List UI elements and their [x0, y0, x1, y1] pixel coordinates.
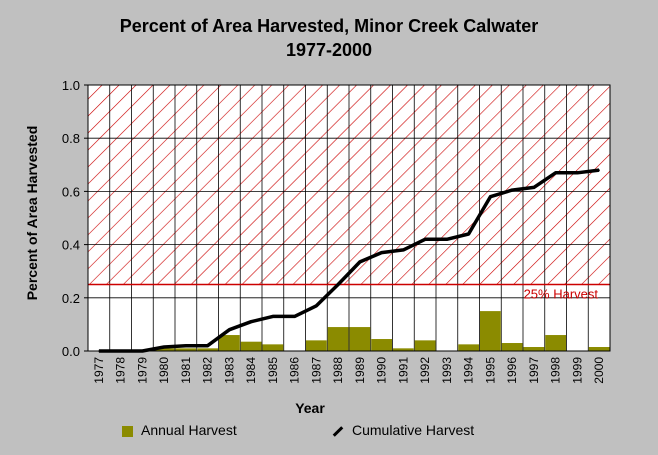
bar-annual-1987: [306, 340, 327, 351]
bar-annual-1998: [545, 335, 566, 351]
x-tick-label: 1997: [527, 357, 541, 384]
bar-annual-1988: [327, 327, 349, 351]
x-tick-label: 1988: [331, 357, 345, 384]
x-tick-label: 1999: [570, 357, 584, 384]
legend-cumulative-harvest: Cumulative Harvest: [332, 422, 474, 438]
legend-cumulative-label: Cumulative Harvest: [352, 422, 475, 438]
x-axis-title: Year: [295, 400, 325, 416]
x-tick-label: 1984: [244, 357, 258, 384]
bar-annual-1981: [175, 348, 197, 351]
x-tick-label: 1994: [462, 357, 476, 384]
x-tick-label: 1978: [114, 357, 128, 384]
point-cumulative-1984: [250, 320, 252, 323]
x-tick-label: 1993: [440, 357, 454, 384]
bar-annual-1996: [501, 343, 523, 351]
bar-annual-1989: [349, 327, 371, 351]
x-tick-label: 1996: [505, 357, 519, 384]
point-cumulative-1998: [554, 171, 557, 174]
point-cumulative-1982: [206, 344, 209, 347]
legend-bar-swatch-icon: [122, 425, 133, 437]
point-cumulative-2000: [598, 169, 600, 171]
point-cumulative-1981: [185, 344, 187, 347]
y-tick-label: 0.6: [62, 184, 80, 199]
bar-annual-1990: [371, 339, 392, 351]
x-tick-label: 1979: [135, 357, 149, 384]
bar-annual-1980: [153, 348, 175, 351]
x-tick-label: 1982: [201, 357, 215, 384]
x-tick-label: 1990: [375, 357, 389, 384]
x-tick-label: 1991: [396, 357, 410, 384]
bar-annual-1994: [458, 344, 479, 351]
bar-annual-2000: [588, 347, 610, 351]
point-cumulative-1993: [446, 238, 448, 241]
point-cumulative-1999: [576, 171, 579, 174]
y-tick-label: 1.0: [62, 78, 80, 93]
x-tick-label: 1986: [288, 357, 302, 384]
point-cumulative-1989: [359, 261, 361, 263]
y-tick-label: 0.2: [62, 291, 80, 306]
legend-annual-harvest: Annual Harvest: [122, 422, 237, 438]
point-cumulative-1995: [489, 195, 492, 198]
y-axis-title: Percent of Area Harvested: [24, 125, 40, 301]
x-tick-label: 1992: [418, 357, 432, 384]
x-tick-label: 1980: [157, 357, 171, 384]
x-tick-label: 1985: [266, 357, 280, 384]
point-cumulative-1986: [293, 315, 296, 318]
x-tick-label: 1981: [179, 357, 193, 384]
bar-annual-1983: [219, 335, 240, 351]
chart-title: Percent of Area Harvested, Minor Creek C…: [119, 16, 539, 36]
plot-border: [87, 84, 611, 352]
point-cumulative-1983: [228, 328, 231, 331]
x-tick-label: 1983: [222, 357, 236, 384]
point-cumulative-1985: [272, 315, 274, 318]
bar-annual-1991: [393, 348, 414, 351]
y-tick-label: 0.4: [62, 238, 80, 253]
y-tick-label: 0.8: [62, 131, 80, 146]
bar-annual-1985: [262, 344, 284, 351]
point-cumulative-1994: [467, 233, 470, 235]
x-tick-label: 1989: [353, 357, 367, 384]
point-cumulative-1991: [402, 249, 405, 251]
x-tick-label: 1977: [92, 357, 106, 384]
x-tick-label: 2000: [592, 357, 606, 384]
legend-annual-label: Annual Harvest: [141, 422, 237, 438]
point-cumulative-1987: [315, 304, 318, 307]
legend-line-swatch-icon: [332, 425, 344, 437]
point-cumulative-1996: [511, 189, 513, 191]
point-cumulative-1990: [380, 251, 383, 254]
point-cumulative-1992: [424, 238, 426, 241]
bar-annual-1995: [480, 311, 501, 351]
point-cumulative-1997: [533, 186, 535, 189]
x-tick-label: 1995: [483, 357, 497, 384]
y-tick-label: 0.0: [62, 344, 80, 359]
chart-subtitle: 1977-2000: [285, 40, 373, 60]
line-cumulative-harvest: [98, 168, 600, 353]
threshold-label: 25% Harvest: [524, 287, 599, 302]
point-cumulative-1980: [163, 346, 165, 348]
x-tick-label: 1998: [549, 357, 563, 384]
x-tick-label: 1987: [309, 357, 323, 384]
point-cumulative-1988: [337, 283, 339, 286]
bar-annual-1992: [414, 340, 436, 351]
bar-annual-1982: [197, 348, 218, 351]
bar-annual-1984: [240, 341, 262, 351]
bar-annual-1997: [523, 347, 545, 351]
